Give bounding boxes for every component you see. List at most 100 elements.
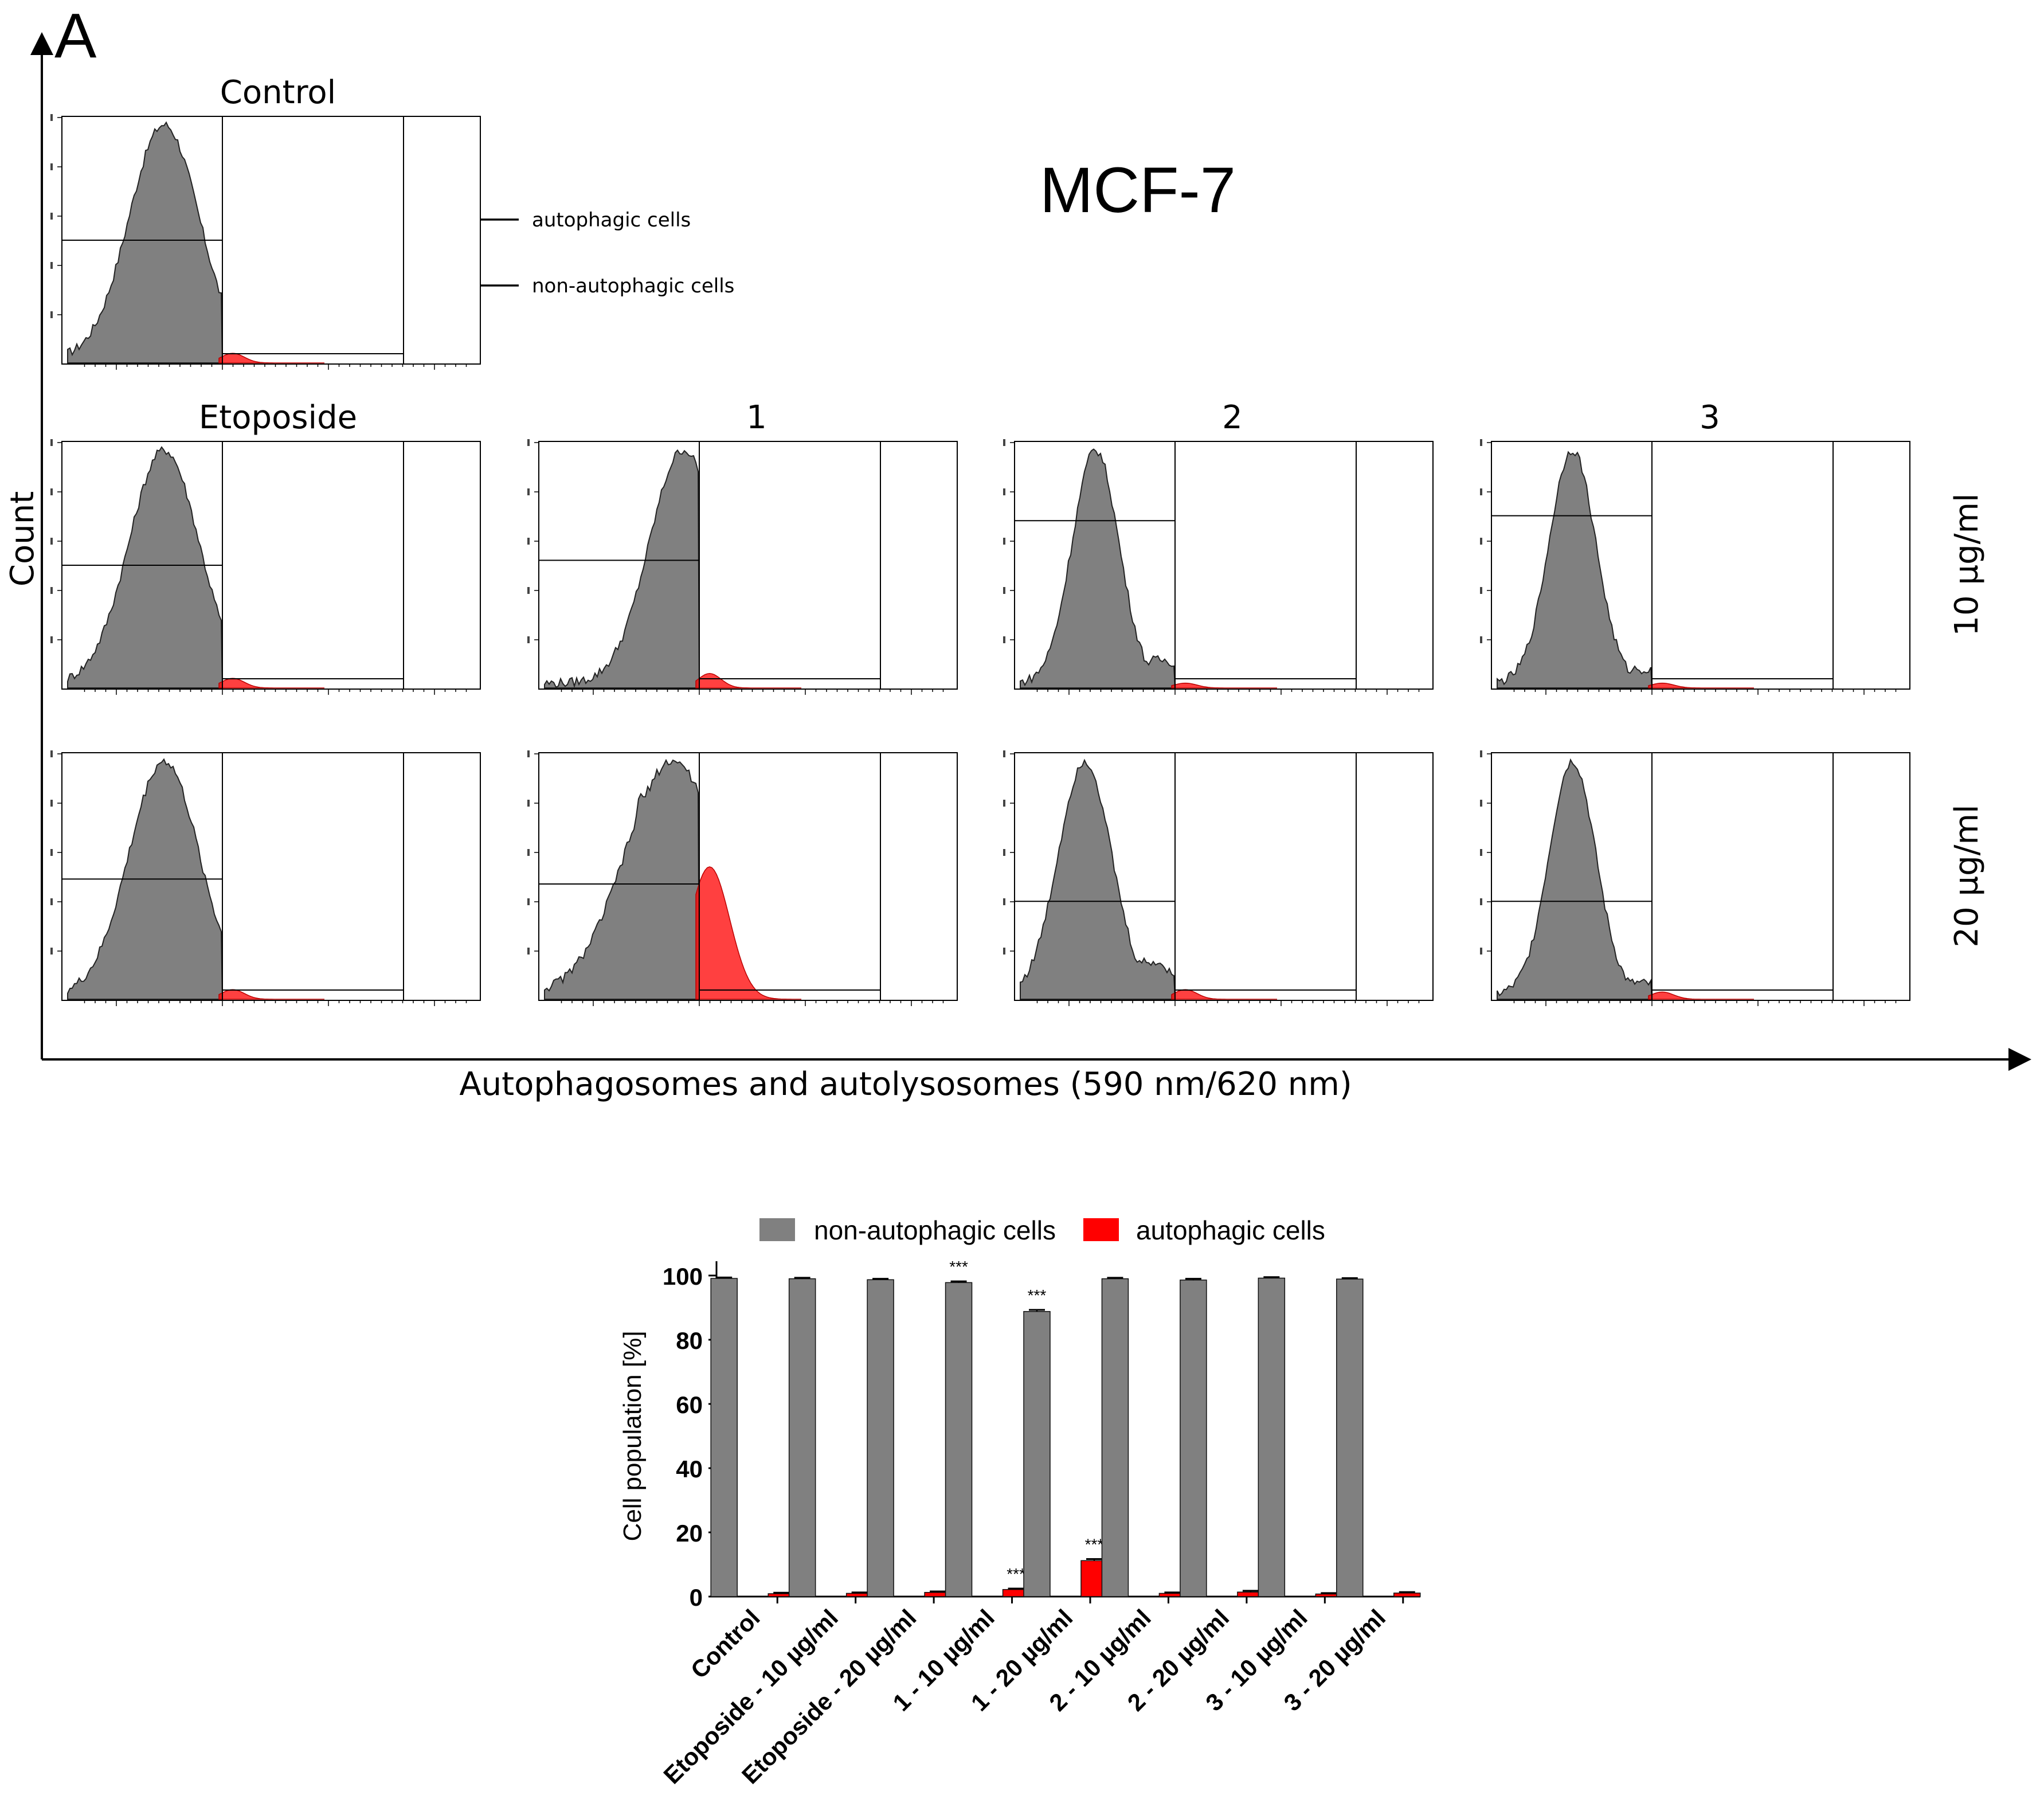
histogram-panel	[1003, 750, 1434, 1006]
histogram-panel	[1480, 439, 1910, 695]
cell-line-title: MCF-7	[1040, 154, 1236, 226]
bar-chart: non-autophagic cells autophagic cells Ce…	[618, 1215, 1421, 1789]
histogram-panel	[50, 750, 481, 1006]
y-tick-label	[527, 849, 530, 856]
y-tick-label	[50, 587, 53, 594]
bar-y-tick-label: 60	[676, 1391, 703, 1418]
bar-non-autophagic	[788, 1278, 816, 1597]
y-tick-label	[50, 538, 53, 545]
y-tick-label	[1480, 800, 1482, 807]
y-tick-label	[1480, 849, 1482, 856]
y-tick-label	[50, 948, 53, 955]
y-tick-label	[1003, 636, 1005, 643]
bar-y-tick-label: 80	[676, 1327, 703, 1354]
y-tick-label	[1003, 587, 1005, 594]
non-autophagic-histogram	[1020, 758, 1176, 1000]
bar-non-autophagic	[710, 1278, 738, 1597]
y-tick-label	[50, 213, 53, 220]
y-tick-label	[50, 114, 53, 121]
bar-chart-ylabel: Cell population [%]	[618, 1331, 647, 1542]
y-tick-label	[50, 439, 53, 446]
y-tick-label	[1003, 898, 1005, 905]
autophagic-histogram	[695, 866, 801, 1000]
significance-marker: ***	[1028, 1286, 1047, 1304]
fluorescence-axis-label: Autophagosomes and autolysosomes (590 nm…	[459, 1066, 1352, 1103]
autophagic-histogram	[695, 673, 801, 689]
non-autophagic-histogram	[67, 446, 224, 689]
y-tick-label	[527, 948, 530, 955]
histogram-panel	[50, 114, 481, 370]
panel-title-control: Control	[220, 74, 336, 111]
y-tick-label	[1003, 948, 1005, 955]
y-tick-label	[50, 163, 53, 170]
y-tick-label	[50, 262, 53, 269]
column-title-1: 1	[746, 399, 767, 436]
bar-autophagic	[1393, 1593, 1421, 1597]
y-tick-label	[527, 750, 530, 757]
histogram-panel	[1003, 439, 1434, 695]
non-autophagic-histogram	[544, 758, 700, 1000]
y-tick-label	[1480, 439, 1482, 446]
bar-non-autophagic	[1258, 1277, 1286, 1597]
y-tick-label	[527, 439, 530, 446]
column-title-3: 3	[1700, 399, 1720, 436]
column-title-2: 2	[1222, 399, 1243, 436]
histogram-panel	[527, 750, 958, 1006]
y-tick-label	[1480, 538, 1482, 545]
bar-non-autophagic	[1101, 1278, 1129, 1597]
y-tick-label	[1480, 636, 1482, 643]
non-autophagic-annotation: non-autophagic cells	[532, 275, 734, 298]
y-tick-label	[50, 636, 53, 643]
bar-non-autophagic	[945, 1282, 973, 1597]
y-tick-label	[527, 898, 530, 905]
y-tick-label	[1003, 439, 1005, 446]
bar-y-tick-label: 40	[676, 1456, 703, 1482]
bar-y-tick-label: 0	[690, 1584, 703, 1611]
y-tick-label	[1480, 488, 1482, 495]
legend-swatch-non-autophagic	[759, 1218, 795, 1241]
y-tick-label	[1003, 488, 1005, 495]
y-tick-label	[50, 311, 53, 318]
bar-y-tick-label: 100	[663, 1263, 703, 1290]
y-tick-label	[527, 587, 530, 594]
legend-label-non-autophagic: non-autophagic cells	[814, 1215, 1056, 1245]
y-tick-label	[527, 538, 530, 545]
non-autophagic-histogram	[1497, 758, 1653, 1000]
y-tick-label	[1003, 538, 1005, 545]
legend-label-autophagic: autophagic cells	[1136, 1215, 1325, 1245]
row-label-10: 10 µg/ml	[1948, 493, 1986, 636]
histogram-panels	[50, 114, 1910, 1006]
bar-y-tick-label: 20	[676, 1520, 703, 1547]
y-tick-label	[1003, 849, 1005, 856]
y-tick-label	[1480, 587, 1482, 594]
bar-category-label: Control	[686, 1604, 765, 1684]
panel-label: A	[54, 1, 97, 71]
bar-non-autophagic	[1023, 1311, 1051, 1597]
significance-marker: ***	[949, 1258, 968, 1276]
autophagic-annotation: autophagic cells	[532, 209, 691, 232]
y-tick-label	[1003, 750, 1005, 757]
histogram-panel	[1480, 750, 1910, 1006]
y-tick-label	[50, 488, 53, 495]
y-tick-label	[50, 750, 53, 757]
non-autophagic-histogram	[1020, 448, 1176, 689]
column-title-etoposide: Etoposide	[199, 399, 357, 436]
non-autophagic-histogram	[1497, 451, 1653, 689]
y-tick-label	[527, 800, 530, 807]
autophagic-histogram	[1171, 682, 1277, 689]
count-axis-label: Count	[4, 491, 41, 586]
bar-non-autophagic	[1336, 1278, 1364, 1597]
histogram-frame	[538, 441, 958, 690]
y-tick-label	[527, 636, 530, 643]
autophagic-histogram	[1648, 991, 1754, 1000]
y-tick-label	[1480, 750, 1482, 757]
y-tick-label	[1480, 898, 1482, 905]
non-autophagic-histogram	[67, 121, 224, 363]
bar-non-autophagic	[867, 1279, 894, 1597]
row-label-20: 20 µg/ml	[1948, 804, 1986, 947]
significance-marker: ***	[1085, 1535, 1104, 1553]
significance-marker: ***	[1007, 1565, 1025, 1583]
histogram-panel	[50, 439, 481, 695]
histogram-panel	[527, 439, 958, 695]
